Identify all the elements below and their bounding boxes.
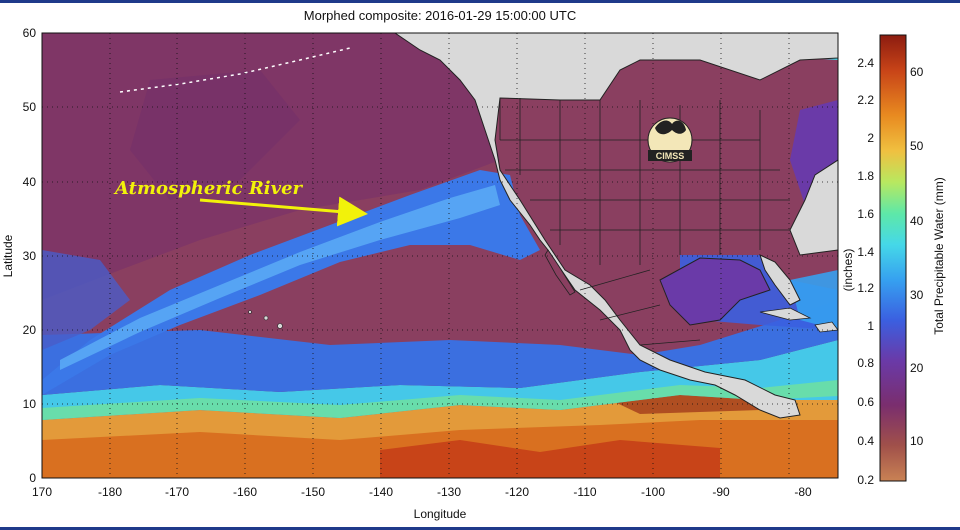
state-boundaries	[499, 98, 790, 346]
x-tick: -170	[165, 485, 189, 499]
y-tick: 0	[29, 471, 36, 485]
cimss-logo: CIMSS	[647, 117, 693, 163]
colorbar-mm-tick: 60	[910, 65, 924, 79]
map-area: CIMSS	[42, 33, 838, 478]
graticule	[42, 33, 838, 478]
colorbar	[879, 34, 907, 482]
gulf-of-mexico	[659, 257, 771, 326]
colorbar-inch-tick: 1.2	[857, 281, 874, 295]
top-border	[0, 0, 960, 3]
x-tick: -90	[712, 485, 730, 499]
colorbar-mm-tick: 20	[910, 361, 924, 375]
y-tick: 10	[23, 397, 37, 411]
atmospheric-river-label: Atmospheric River	[113, 178, 304, 199]
colorbar-mm-tick: 50	[910, 139, 924, 153]
x-tick: -100	[641, 485, 665, 499]
cimss-logo-text: CIMSS	[656, 151, 685, 161]
atmospheric-river-arrow	[199, 196, 368, 227]
x-tick: -150	[301, 485, 325, 499]
y-tick: 50	[23, 100, 37, 114]
colorbar-inch-tick: 0.2	[857, 473, 874, 487]
x-tick: -120	[505, 485, 529, 499]
y-tick: 20	[23, 323, 37, 337]
colorbar-mm-ticks: 10 20 30 40 50 60	[910, 65, 924, 448]
colorbar-inch-tick: 1.8	[857, 169, 874, 183]
colorbar-mm-label: Total Precipitable Water (mm)	[932, 177, 946, 335]
map-frame	[41, 32, 839, 479]
y-axis-ticks: 0 10 20 30 40 50 60	[23, 26, 37, 485]
bottom-border	[0, 527, 960, 530]
colorbar-inch-tick: 1.4	[857, 245, 874, 259]
colorbar-inch-tick: 1	[867, 319, 874, 333]
colorbar-inch-tick: 0.8	[857, 356, 874, 370]
x-tick: -180	[98, 485, 122, 499]
colorbar-inch-ticks: 0.2 0.4 0.6 0.8 1 1.2 1.4 1.6 1.8 2 2.2 …	[857, 56, 874, 487]
page-title: Morphed composite: 2016-01-29 15:00:00 U…	[303, 8, 577, 23]
x-tick: -140	[369, 485, 393, 499]
colorbar-inch-tick: 0.6	[857, 395, 874, 409]
colorbar-mm-tick: 30	[910, 288, 924, 302]
x-axis-ticks: 170 -180 -170 -160 -150 -140 -130 -120 -…	[32, 485, 812, 499]
colorbar-mm-tick: 40	[910, 214, 924, 228]
y-axis-label: Latitude	[1, 234, 15, 277]
x-tick: 170	[32, 485, 52, 499]
x-tick: -130	[437, 485, 461, 499]
y-tick: 40	[23, 175, 37, 189]
x-tick: -80	[794, 485, 812, 499]
colorbar-inch-tick: 2.4	[857, 56, 874, 70]
x-axis-label: Longitude	[414, 507, 467, 521]
colorbar-inch-tick: 0.4	[857, 434, 874, 448]
north-america-land	[394, 33, 838, 419]
colorbar-inch-tick: 2.2	[857, 93, 874, 107]
colorbar-inch-tick: 1.6	[857, 207, 874, 221]
x-tick: -160	[233, 485, 257, 499]
colorbar-inches-label: (inches)	[841, 249, 855, 292]
colorbar-inch-tick: 2	[867, 131, 874, 145]
y-tick: 60	[23, 26, 37, 40]
y-tick: 30	[23, 249, 37, 263]
x-tick: -110	[573, 485, 596, 499]
colorbar-mm-tick: 10	[910, 434, 924, 448]
